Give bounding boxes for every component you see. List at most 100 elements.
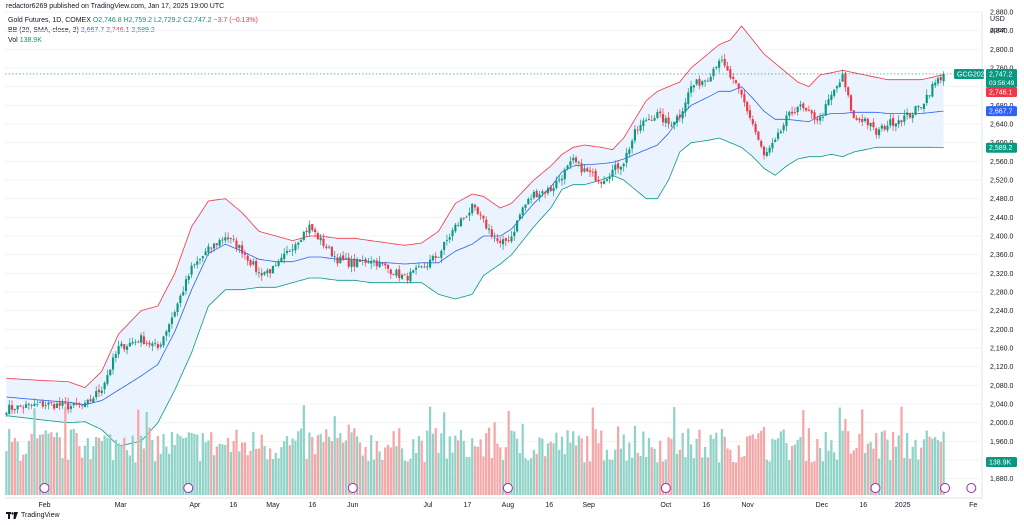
candle-body [799,104,802,107]
volume-bar [64,406,67,495]
candle-body [785,115,788,127]
volume-bar [866,443,869,495]
candle [796,106,799,116]
candle [294,241,297,254]
candle-body [673,121,676,125]
candle-body [479,214,482,216]
volume-bar [27,440,30,495]
candle-body [159,344,162,347]
candle-body [322,238,325,247]
change-value: −3.7 (−0.13%) [213,17,258,24]
legend: Gold Futures, 1D, COMEX O2,746.8 H2,759.… [8,16,258,46]
footer[interactable]: TradingView [6,512,60,519]
candle-body [636,129,639,131]
candle [603,176,606,185]
x-tick-label: Jul [424,502,433,509]
candle-body [454,224,457,232]
candle [263,271,266,276]
candle-body [516,220,519,232]
volume-bar [588,461,592,495]
candle [816,115,819,125]
candle [386,264,390,274]
candle [22,404,25,414]
axis-currency[interactable]: USD apoz [990,14,1005,36]
volume-bar [504,447,507,495]
x-tick-label: 16 [702,502,710,509]
candle [201,255,204,263]
volume-bar [602,460,606,495]
candle [838,78,841,88]
candle [788,110,791,121]
candle-body [173,312,176,317]
volume-bar [285,436,289,495]
countdown-tag: 03:56:49 [986,77,1017,87]
candle [799,100,802,111]
candle [653,115,656,122]
candle [328,245,331,250]
candle [457,222,460,227]
candle [942,71,945,86]
candle [914,105,917,116]
candle-body [325,246,328,248]
candle-body [297,242,300,245]
candle [241,240,244,258]
candle [608,172,611,184]
candle-body [858,118,861,121]
candle [723,53,726,68]
candle [903,109,906,126]
candle [863,116,867,123]
candle-body [106,375,109,384]
candle-body [572,157,575,161]
candle [482,215,485,223]
candle-body [521,207,524,215]
countdown-text: 03:56:49 [989,80,1015,87]
candle-body [774,139,777,143]
candle [673,121,676,130]
candle [179,293,182,308]
candle [925,89,928,106]
candle [819,112,822,125]
volume-bar [434,428,437,495]
candle [243,249,246,260]
x-tick-label: 16 [545,502,553,509]
volume-bar [207,440,210,495]
candle-body [838,82,841,87]
candle [148,340,151,348]
candle [204,247,207,256]
volume-bar [266,459,269,495]
volume-bar [52,437,56,495]
event-icon [39,483,50,493]
volume-bar [934,437,937,495]
candle [751,115,754,127]
candle-body [844,73,847,88]
volume-bar [574,445,578,495]
candle-body [179,295,182,304]
volume-bar [614,449,617,495]
volume-bar [729,449,732,495]
candle-body [718,60,721,68]
candle-body [754,124,757,133]
candle [64,397,67,406]
volume-bar [327,436,331,495]
volume-bar [667,437,670,495]
candle-body [675,116,679,123]
candle [709,73,712,83]
volume-bar [75,433,78,495]
candle [712,66,715,80]
volume-bar [631,457,634,495]
volume-bar [717,462,721,495]
candle [81,405,84,410]
volume-bar [125,450,129,495]
candle-body [583,168,586,172]
candle-body [709,76,712,82]
x-tick-label: 16 [859,502,867,509]
candle-body [569,161,572,166]
volume-bar [499,447,502,495]
volume-bar [198,461,202,495]
candle [681,107,684,124]
volume-bar [67,459,70,495]
volume-bar [653,448,656,495]
candle [880,123,883,132]
candle [791,106,794,117]
